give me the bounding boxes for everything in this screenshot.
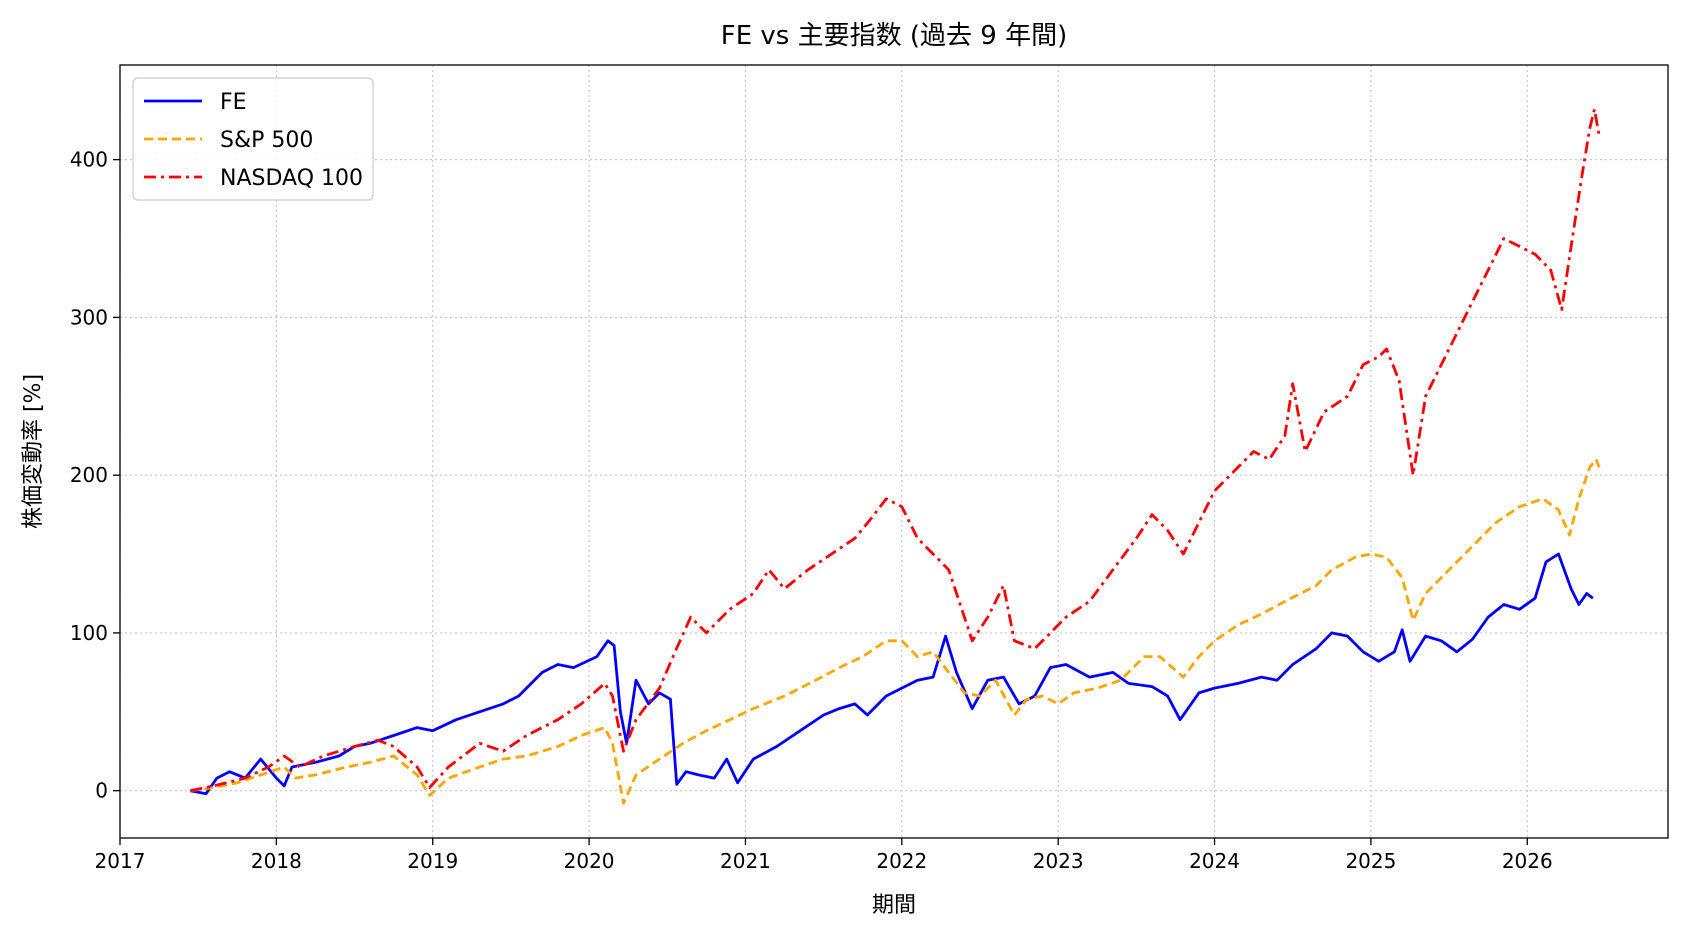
y-axis-label: 株価変動率 [%] [21,374,46,529]
x-tick-label: 2023 [1033,849,1084,873]
x-tick-label: 2025 [1345,849,1396,873]
x-tick-label: 2018 [251,849,302,873]
y-tick-label: 200 [70,463,108,487]
legend: FE S&P 500 NASDAQ 100 [132,77,374,201]
x-axis-label: 期間 [872,893,916,918]
x-tick-label: 2024 [1189,849,1240,873]
x-tick-label: 2021 [720,849,771,873]
x-tick-label: 2026 [1502,849,1553,873]
plot-frame [119,64,1669,839]
x-tick-label: 2020 [564,849,615,873]
y-tick-label: 100 [70,621,108,645]
axis-layer: 2017 2018 2019 2020 2021 2022 2023 2024 2025 2026… [70,148,1553,873]
y-tick-label: 400 [70,148,108,172]
y-tick-label: 300 [70,305,108,329]
x-tick-label: 2017 [95,849,146,873]
y-tick-label: 0 [95,779,108,803]
legend-label: FE [220,90,247,115]
x-tick-label: 2019 [407,849,458,873]
series-line-nasdaq-100 [190,107,1601,793]
series-line-fe [190,552,1594,796]
series-layer [190,107,1601,805]
legend-label: S&P 500 [220,128,313,153]
legend-label: NASDAQ 100 [220,166,363,191]
x-tick-label: 2022 [876,849,927,873]
legend-box [132,77,374,201]
series-line-s-p-500 [190,458,1601,805]
chart-title: FE vs 主要指数 (過去 9 年間) [721,21,1067,51]
